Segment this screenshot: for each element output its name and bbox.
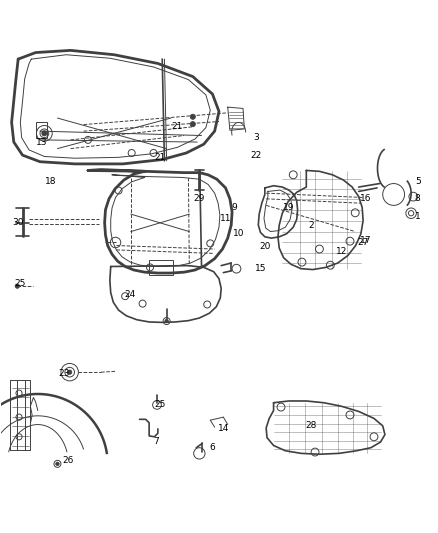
Text: 6: 6 [209,443,215,452]
Text: 14: 14 [218,424,229,433]
Text: 12: 12 [336,247,347,256]
Text: 28: 28 [305,422,316,430]
Text: 27: 27 [357,238,369,247]
Circle shape [15,284,19,288]
Text: 20: 20 [259,243,271,252]
Text: 16: 16 [360,195,371,203]
Text: 26: 26 [63,456,74,465]
Text: 19: 19 [283,203,295,212]
Text: 1: 1 [415,212,420,221]
Circle shape [165,319,168,323]
Text: 25: 25 [154,400,166,408]
Text: 9: 9 [231,203,237,212]
Text: 10: 10 [233,229,244,238]
Text: 18: 18 [45,177,57,186]
Text: 13: 13 [36,138,48,147]
Circle shape [190,122,195,127]
Text: 23: 23 [58,369,70,378]
Text: 8: 8 [415,195,420,203]
Circle shape [42,131,47,136]
Circle shape [67,370,72,374]
Text: 22: 22 [251,151,262,160]
Circle shape [56,462,59,466]
Text: 2: 2 [308,221,314,230]
Bar [35,123,46,138]
Text: 30: 30 [12,219,24,228]
Text: 24: 24 [124,290,135,300]
Text: 5: 5 [415,177,420,186]
Bar [149,260,173,275]
Text: 17: 17 [360,236,371,245]
Text: 21: 21 [172,122,183,131]
Text: 25: 25 [14,279,26,288]
Text: 29: 29 [194,195,205,203]
Text: 11: 11 [220,214,231,223]
Text: 21: 21 [154,153,166,162]
Text: 15: 15 [255,264,266,273]
Circle shape [190,114,195,119]
Text: 7: 7 [153,437,159,446]
Text: 3: 3 [253,133,259,142]
